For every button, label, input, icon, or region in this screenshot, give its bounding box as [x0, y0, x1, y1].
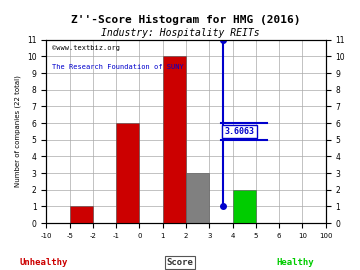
Y-axis label: Number of companies (22 total): Number of companies (22 total): [15, 75, 22, 187]
Text: 3.6063: 3.6063: [225, 127, 255, 136]
Bar: [186, 173, 209, 223]
Bar: [163, 56, 186, 223]
Bar: [70, 206, 93, 223]
Text: Healthy: Healthy: [276, 258, 314, 267]
Bar: [233, 190, 256, 223]
Bar: [116, 123, 139, 223]
Text: The Research Foundation of SUNY: The Research Foundation of SUNY: [52, 63, 184, 70]
Text: ©www.textbiz.org: ©www.textbiz.org: [52, 45, 120, 51]
Title: Z''-Score Histogram for HMG (2016): Z''-Score Histogram for HMG (2016): [71, 15, 301, 25]
Text: Score: Score: [167, 258, 193, 267]
Text: Industry: Hospitality REITs: Industry: Hospitality REITs: [101, 28, 259, 38]
Text: Unhealthy: Unhealthy: [19, 258, 67, 267]
